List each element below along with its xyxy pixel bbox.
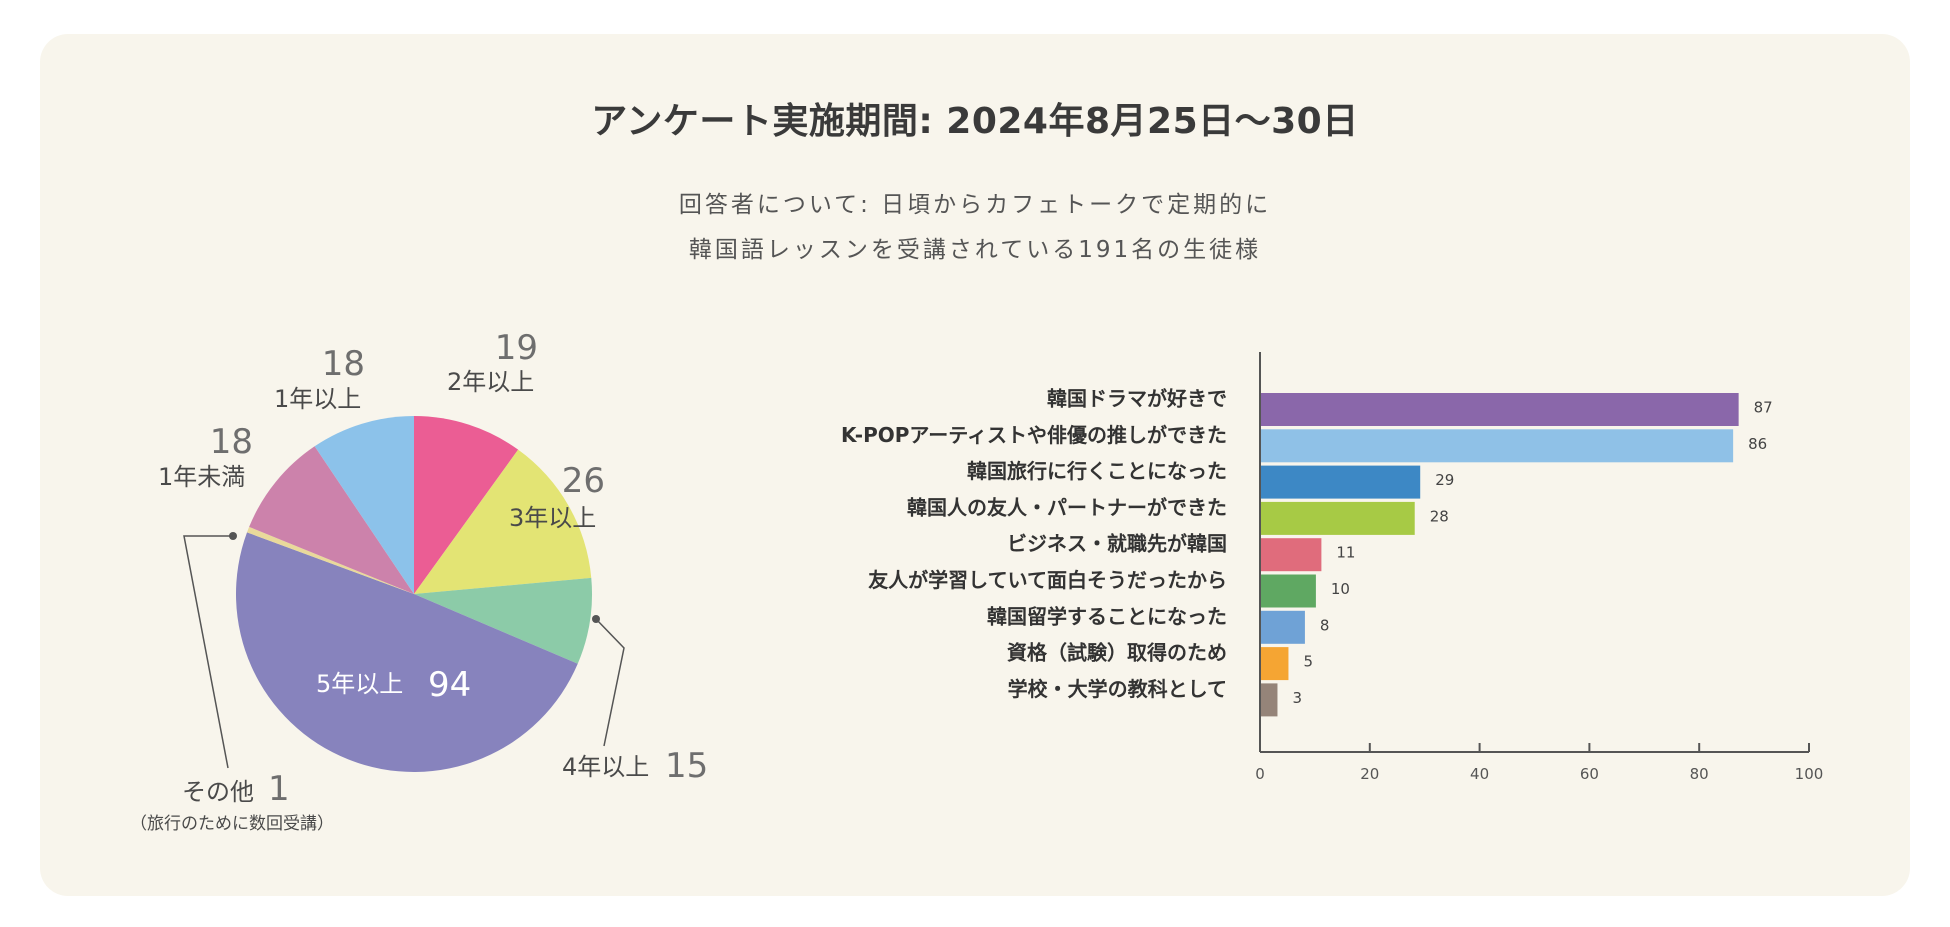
bar-value-label: 11: [1336, 544, 1355, 562]
x-tick-label: 40: [1470, 765, 1489, 783]
pie-label-other: その他: [182, 778, 254, 806]
bar-5: [1261, 574, 1316, 608]
pie-slice-3: [414, 416, 519, 594]
pie-value-4yr: 15: [665, 746, 708, 786]
pie-label-under1: 1年未満: [158, 463, 245, 491]
pie-slice-1: [414, 577, 592, 664]
pie-label-2yr: 2年以上: [447, 368, 534, 396]
x-tick-label: 100: [1795, 765, 1824, 783]
pie-value-2yr: 19: [495, 328, 538, 368]
bar-value-label: 87: [1754, 399, 1773, 417]
pie-slice-2: [414, 449, 592, 594]
bar-2: [1261, 465, 1421, 499]
bar-7: [1261, 647, 1289, 681]
pie-slice-5: [249, 446, 414, 594]
bar-category-label: 友人が学習していて面白そうだったから: [868, 568, 1227, 592]
pie-value-other: 1: [268, 769, 290, 809]
pie-slice-0: [235, 532, 578, 772]
bar-8: [1261, 683, 1278, 717]
bar-value-label: 3: [1292, 689, 1302, 707]
x-tick-label: 80: [1690, 765, 1709, 783]
bar-category-label: 韓国人の友人・パートナーができた: [907, 495, 1227, 519]
bar-value-label: 28: [1430, 507, 1449, 525]
pie-slice-4: [314, 416, 414, 594]
pie-label-4yr: 4年以上: [562, 753, 649, 781]
bar-4: [1261, 538, 1322, 572]
pie-value-1yr: 18: [322, 344, 365, 384]
bar-value-label: 10: [1331, 580, 1350, 598]
bar-1: [1261, 429, 1734, 463]
bar-6: [1261, 610, 1305, 644]
leader-line-other: [183, 535, 233, 769]
page-title: アンケート実施期間: 2024年8月25日〜30日: [591, 101, 1359, 142]
leader-line-4yr: [595, 618, 625, 747]
bar-category-label: 韓国留学することになった: [987, 604, 1227, 628]
bar-category-label: 学校・大学の教科として: [1008, 677, 1227, 701]
pie-value-3yr: 26: [562, 461, 605, 501]
bar-0: [1261, 393, 1739, 426]
pie-label-3yr: 3年以上: [509, 504, 596, 532]
bar-3: [1261, 501, 1415, 535]
bar-value-label: 8: [1320, 616, 1330, 634]
pie-label-1yr: 1年以上: [274, 385, 361, 413]
x-tick-label: 60: [1580, 765, 1599, 783]
bar-category-label: 資格（試験）取得のため: [1007, 641, 1227, 665]
bar-category-label: K-POPアーティストや俳優の推しができた: [841, 423, 1227, 447]
pie-note-other: （旅行のために数回受講）: [130, 814, 334, 834]
bar-value-label: 86: [1748, 435, 1767, 453]
x-tick-label: 0: [1255, 765, 1265, 783]
bar-value-label: 29: [1435, 471, 1454, 489]
subtitle-line-1: 回答者について: 日頃からカフェトークで定期的に: [678, 192, 1272, 218]
bar-value-label: 5: [1303, 653, 1313, 671]
x-tick-label: 20: [1360, 765, 1379, 783]
pie-label-5yr: 5年以上: [316, 670, 403, 698]
pie-value-under1: 18: [210, 422, 253, 462]
subtitle-line-2: 韓国語レッスンを受講されている191名の生徒様: [688, 237, 1262, 263]
pie-slice-6: [247, 526, 414, 594]
pie-value-5yr: 94: [428, 665, 471, 705]
bar-category-label: 韓国ドラマが好きで: [1047, 387, 1227, 411]
bar-category-label: ビジネス・就職先が韓国: [1007, 532, 1227, 556]
bar-chart: 0 20 40 60 80 100 韓国ドラマが好きで 87 K-POPアーティストや俳優の推し…: [841, 352, 1823, 783]
bar-category-label: 韓国旅行に行くことになった: [967, 459, 1227, 483]
